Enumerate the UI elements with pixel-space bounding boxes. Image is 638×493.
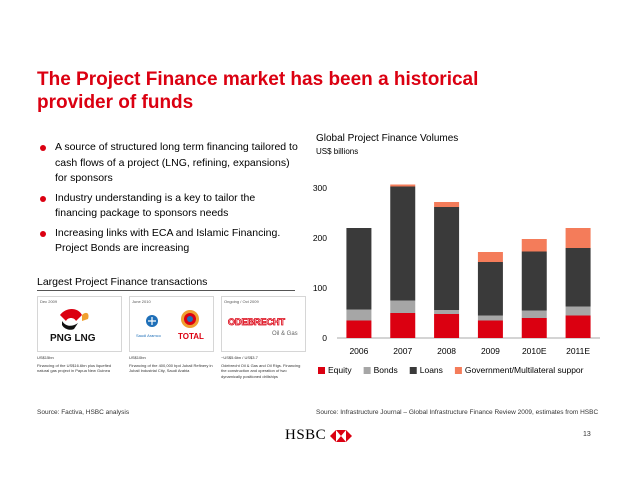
total-logo-text: TOTAL <box>178 332 204 341</box>
hsbc-hexagon-icon <box>330 429 353 442</box>
transaction-detail: ~US$5.6bn / US$3.7 Odebrecht Oil & Gas a… <box>221 355 305 379</box>
x-tick-label: 2009 <box>481 346 500 356</box>
transactions-divider <box>37 290 295 291</box>
x-tick-label: 2006 <box>349 346 368 356</box>
png-lng-logo: PNG LNG <box>50 309 96 344</box>
bar-segment-loans <box>434 207 460 310</box>
transaction-description: Financing of the 400,000 bpd Jubail Refi… <box>129 363 213 374</box>
bar-segment-bonds <box>521 310 547 318</box>
legend-swatch <box>363 367 371 374</box>
bar-segment-bonds <box>434 310 460 314</box>
transaction-detail: US$10bn Financing of the 400,000 bpd Jub… <box>129 355 213 374</box>
y-tick-label: 200 <box>313 233 327 243</box>
bullet-text: Industry understanding is a key to tailo… <box>55 191 256 220</box>
transaction-card-aramco-total: June 2010 Saudi Aramco TOTAL <box>129 296 214 352</box>
transaction-date: June 2010 <box>132 299 151 304</box>
legend-label: Bonds <box>374 365 398 375</box>
transaction-date: Dec 2009 <box>40 299 58 304</box>
slide-title-line-1: The Project Finance market has been a hi… <box>37 69 479 90</box>
bullet-dot-icon <box>40 145 46 151</box>
y-tick-label: 300 <box>313 183 327 193</box>
bar-segment-bonds <box>346 309 372 321</box>
transaction-amount: ~US$5.6bn / US$3.7 <box>221 355 258 360</box>
transaction-description: Odebrecht Oil & Gas and Oil Rigs. Financ… <box>221 363 301 379</box>
bar-segment-loans <box>521 251 547 311</box>
bullet-text: A source of structured long term financi… <box>55 141 298 184</box>
source-right: Source: Infrastructure Journal – Global … <box>316 409 599 416</box>
transaction-card-odebrecht: Ongoing / Oct 2009 ODEBRECHT Oil & Gas <box>221 296 306 352</box>
bullet-text: Increasing links with ECA and Islamic Fi… <box>55 226 281 255</box>
bar-segment-loans <box>346 228 372 310</box>
x-tick-label: 2008 <box>437 346 456 356</box>
chart-title: Global Project Finance Volumes <box>316 133 459 144</box>
bar-segment-government <box>434 202 460 207</box>
bar-segment-government <box>521 239 547 252</box>
bar-segment-bonds <box>477 315 503 321</box>
y-tick-label: 100 <box>313 283 327 293</box>
slide-title: The Project Finance market has been a hi… <box>37 68 597 114</box>
bar-segment-loans <box>477 262 503 316</box>
hsbc-wordmark: HSBC <box>285 427 327 443</box>
bar-segment-equity <box>477 320 503 338</box>
png-lng-logo-text: PNG LNG <box>50 333 96 344</box>
transactions-heading: Largest Project Finance transactions <box>37 276 208 288</box>
slide-title-line-2: provider of funds <box>37 92 194 113</box>
x-tick-label: 2007 <box>393 346 412 356</box>
bullet-list: A source of structured long term financi… <box>37 140 299 261</box>
transaction-description: Financing of the US$16.6bn plus liquefie… <box>37 363 112 374</box>
legend-label: Government/Multilateral suppor <box>465 365 584 375</box>
aramco-logo-text: Saudi Aramco <box>136 333 162 338</box>
odebrecht-logo-text: ODEBRECHT <box>228 317 286 327</box>
bar-segment-loans <box>390 186 416 301</box>
x-tick-label: 2011E <box>566 346 590 356</box>
bullet-dot-icon <box>40 230 46 237</box>
bar-segment-equity <box>434 314 460 338</box>
bar-segment-equity <box>521 318 547 338</box>
page-number: 13 <box>583 431 591 438</box>
bar-segment-bonds <box>390 300 416 313</box>
bar-segment-government <box>390 184 416 187</box>
legend-swatch <box>409 367 417 374</box>
source-left: Source: Factiva, HSBC analysis <box>37 409 130 416</box>
transaction-amount: US$10bn <box>129 355 146 360</box>
transaction-amount: US$15bn <box>37 355 54 360</box>
bar-segment-government <box>565 228 591 248</box>
legend-label: Equity <box>328 365 352 375</box>
bullet-item: Industry understanding is a key to tailo… <box>37 191 299 222</box>
legend-swatch <box>454 367 462 374</box>
bullet-item: Increasing links with ECA and Islamic Fi… <box>37 226 299 257</box>
bar-segment-bonds <box>565 306 591 316</box>
x-tick-label: 2010E <box>522 346 547 356</box>
bar-segment-equity <box>390 313 416 338</box>
bar-segment-loans <box>565 248 591 307</box>
chart-unit: US$ billions <box>316 147 359 156</box>
odebrecht-logo-sub: Oil & Gas <box>272 331 298 337</box>
y-tick-label: 0 <box>322 333 327 343</box>
bullet-item: A source of structured long term financi… <box>37 140 299 187</box>
legend-swatch <box>318 367 325 374</box>
bar-segment-government <box>477 252 503 262</box>
aramco-total-logo: Saudi Aramco TOTAL <box>136 310 204 341</box>
odebrecht-logo: ODEBRECHT Oil & Gas <box>228 317 298 337</box>
transaction-date: Ongoing / Oct 2009 <box>224 299 259 304</box>
bar-segment-equity <box>346 320 372 338</box>
legend-label: Loans <box>420 365 443 375</box>
hsbc-brand: HSBC <box>285 427 353 444</box>
bar-segment-equity <box>565 315 591 338</box>
transaction-detail: US$15bn Financing of the US$16.6bn plus … <box>37 355 121 374</box>
bullet-dot-icon <box>40 195 46 202</box>
transaction-card-png: Dec 2009 PNG LNG <box>37 296 122 352</box>
